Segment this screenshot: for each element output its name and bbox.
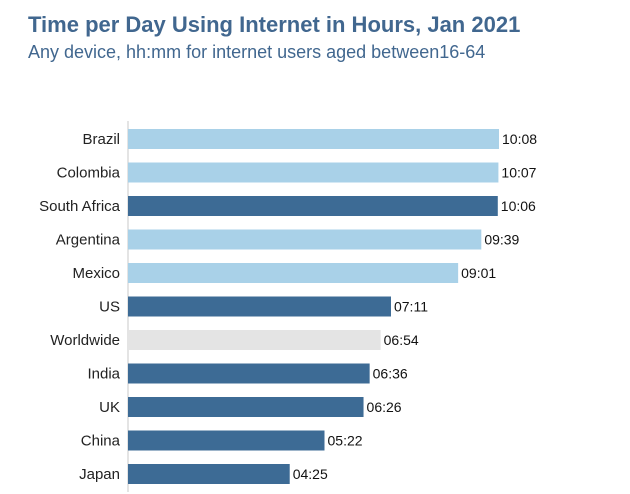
category-label: India <box>87 366 120 383</box>
bar-brazil <box>128 129 499 149</box>
bar-india <box>128 363 370 384</box>
value-label: 09:01 <box>461 265 496 281</box>
bar-argentina <box>128 229 482 250</box>
value-label: 06:36 <box>373 366 408 382</box>
chart-title: Time per Day Using Internet in Hours, Ja… <box>28 12 521 37</box>
category-label: Japan <box>79 466 120 483</box>
value-label: 06:26 <box>367 399 402 415</box>
bar-south-africa <box>128 196 498 216</box>
category-label: Colombia <box>57 165 121 182</box>
category-label: Mexico <box>72 265 120 282</box>
category-label: Argentina <box>56 232 121 249</box>
bar-mexico <box>128 263 459 283</box>
value-label: 07:11 <box>394 299 428 315</box>
value-label: 04:25 <box>293 466 328 482</box>
category-label: US <box>99 299 120 316</box>
value-label: 05:22 <box>328 433 363 449</box>
bar-us <box>128 296 391 317</box>
bar-worldwide <box>128 330 381 350</box>
chart-subtitle: Any device, hh:mm for internet users age… <box>28 42 486 62</box>
value-label: 10:07 <box>501 165 536 181</box>
value-label: 09:39 <box>484 232 519 248</box>
value-label: 10:06 <box>501 198 536 214</box>
bar-colombia <box>128 162 499 183</box>
bar-uk <box>128 397 364 417</box>
category-label: Worldwide <box>50 332 120 349</box>
category-label: South Africa <box>39 198 121 215</box>
category-label: China <box>81 433 121 450</box>
bar-japan <box>128 464 290 484</box>
bar-china <box>128 430 325 451</box>
value-label: 06:54 <box>384 332 419 348</box>
category-label: UK <box>99 399 120 416</box>
value-label: 10:08 <box>502 131 537 147</box>
category-label: Brazil <box>82 131 120 148</box>
